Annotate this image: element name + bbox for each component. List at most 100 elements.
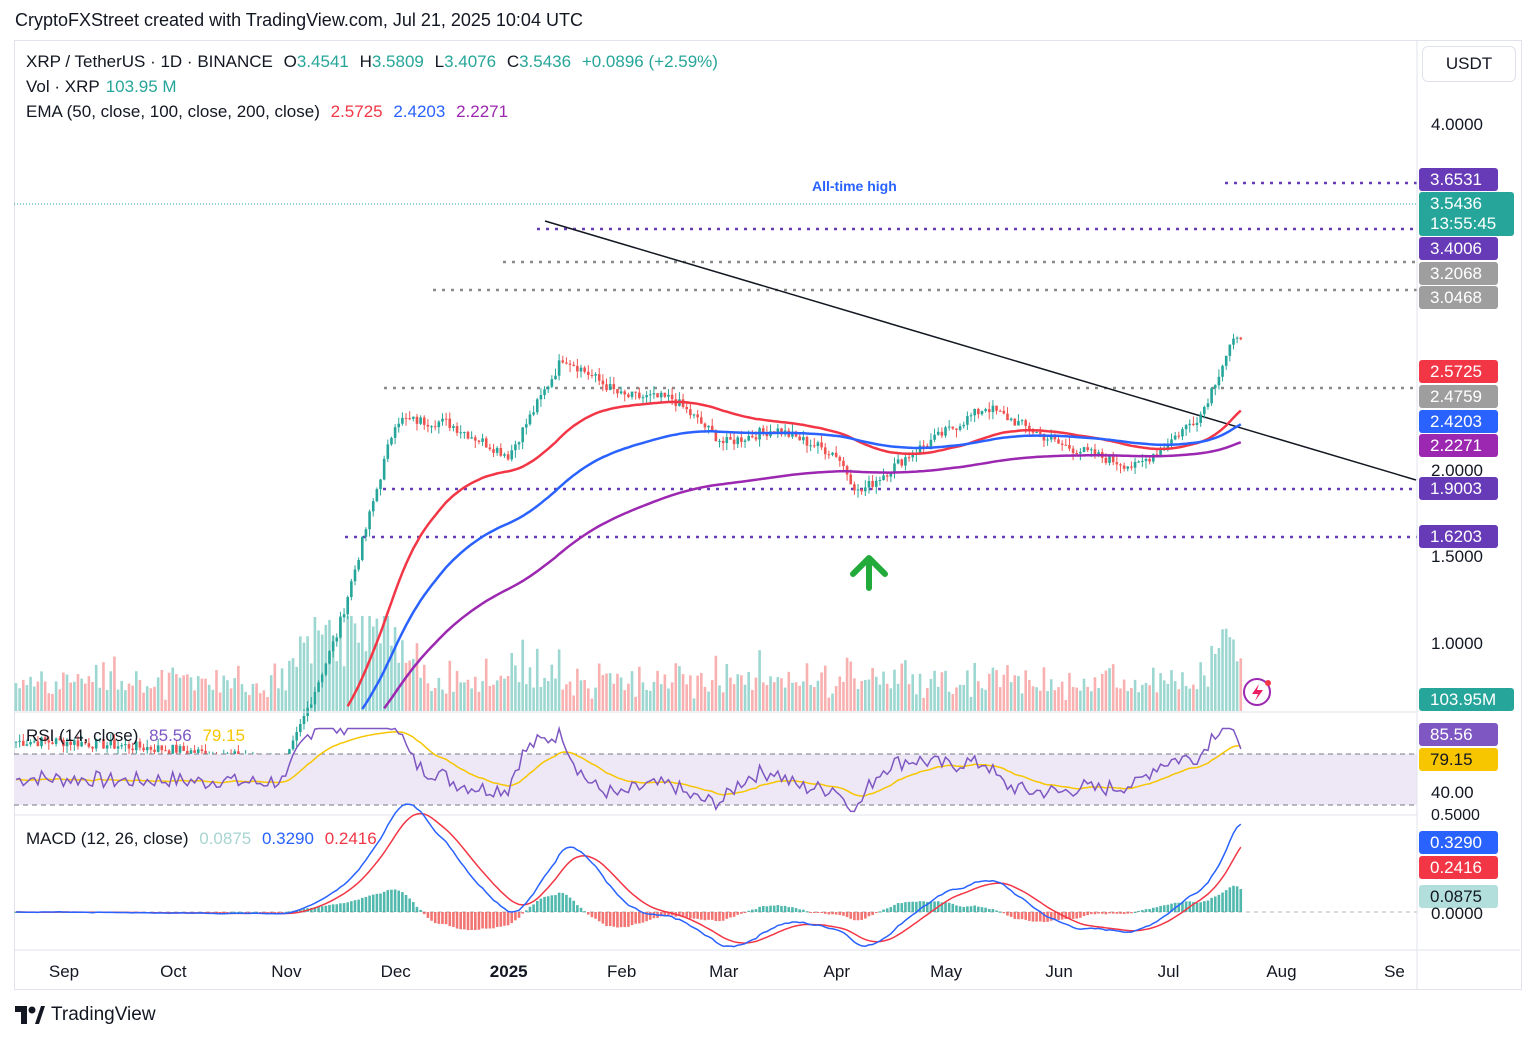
candle-body bbox=[1122, 465, 1126, 469]
candle-body bbox=[353, 569, 357, 582]
macd-hist-bar bbox=[772, 905, 776, 912]
macd-hist-bar bbox=[1064, 912, 1068, 919]
footer-brand[interactable]: TradingView bbox=[15, 1004, 156, 1026]
macd-hist-bar bbox=[353, 900, 357, 912]
macd-hist-bar bbox=[634, 912, 637, 924]
candle-body bbox=[1170, 439, 1173, 446]
volume-bar bbox=[565, 684, 568, 711]
macd-hist-bar bbox=[360, 897, 364, 912]
macd-hist-bar bbox=[1206, 900, 1210, 912]
macd-y-tick: 0.5000 bbox=[1431, 807, 1480, 824]
volume-bar bbox=[594, 687, 597, 711]
lightning-icon[interactable] bbox=[1243, 678, 1271, 706]
macd-hist-bar bbox=[834, 912, 838, 915]
candle-body bbox=[76, 740, 80, 747]
candle-body bbox=[670, 394, 674, 400]
candle-body bbox=[309, 704, 313, 708]
symbol-label[interactable]: XRP / TetherUS · 1D · BINANCE bbox=[26, 52, 273, 71]
candle-body bbox=[747, 435, 750, 441]
macd-hist-bar bbox=[889, 907, 893, 912]
price-tag: 3.4006 bbox=[1419, 237, 1498, 260]
candle-body bbox=[1035, 432, 1038, 434]
volume-bar bbox=[1239, 658, 1243, 711]
volume-bar bbox=[69, 682, 72, 711]
macd-hist-bar bbox=[1235, 886, 1239, 912]
macd-hist-bar bbox=[554, 895, 557, 912]
candle-body bbox=[528, 414, 532, 425]
macd-hist-bar bbox=[1177, 902, 1181, 912]
candle-body bbox=[554, 375, 557, 380]
macd-hist-bar bbox=[594, 912, 597, 919]
volume-bar bbox=[280, 668, 284, 711]
candle-body bbox=[1210, 388, 1213, 404]
candle-body bbox=[127, 744, 131, 749]
volume-bar bbox=[25, 685, 29, 711]
macd-hist-bar bbox=[689, 912, 692, 919]
candle-body bbox=[94, 739, 98, 749]
volume-bar bbox=[1192, 684, 1195, 711]
macd-hist-bar bbox=[1111, 912, 1115, 914]
volume-bar bbox=[791, 682, 794, 711]
macd-hist-bar bbox=[1151, 907, 1155, 912]
macd-hist-bar bbox=[255, 911, 258, 913]
volume-bar bbox=[663, 674, 667, 711]
macd-hist-bar bbox=[1020, 912, 1024, 920]
candle-body bbox=[1119, 464, 1122, 466]
volume-bar bbox=[608, 673, 612, 711]
macd-hist-bar bbox=[1228, 887, 1232, 912]
candle-body bbox=[761, 428, 765, 432]
volume-bar bbox=[233, 678, 237, 711]
volume-bar bbox=[404, 662, 408, 711]
candle-body bbox=[860, 489, 863, 492]
volume-bar bbox=[517, 682, 521, 711]
volume-bar bbox=[105, 690, 109, 711]
volume-bar bbox=[273, 663, 277, 711]
candle-body bbox=[375, 489, 379, 502]
macd-hist-bar bbox=[776, 905, 780, 912]
y-tick: 1.0000 bbox=[1431, 634, 1483, 653]
candle-body bbox=[1020, 420, 1024, 422]
macd-hist-bar bbox=[346, 902, 350, 912]
macd-hist-bar bbox=[448, 912, 452, 927]
candle-body bbox=[612, 384, 616, 390]
volume-bar bbox=[153, 686, 156, 711]
macd-hist-bar bbox=[357, 899, 360, 912]
candle-body bbox=[977, 408, 980, 415]
volume-bar bbox=[58, 689, 62, 711]
volume-bar bbox=[725, 663, 729, 711]
currency-button[interactable]: USDT bbox=[1422, 46, 1516, 82]
volume-bar bbox=[21, 679, 25, 711]
macd-hist-bar bbox=[838, 912, 842, 916]
volume-bar bbox=[765, 685, 769, 711]
candle-body bbox=[171, 744, 175, 754]
macd-hist-bar bbox=[484, 912, 488, 929]
price-tag: 3.2068 bbox=[1419, 262, 1498, 285]
price-tag: 3.0468 bbox=[1419, 286, 1498, 309]
candle-body bbox=[1195, 422, 1199, 425]
macd-hist-bar bbox=[586, 912, 590, 915]
candle-body bbox=[1079, 451, 1082, 454]
volume-bar bbox=[444, 693, 448, 711]
macd-hist-bar bbox=[882, 909, 885, 912]
high-value: 3.5809 bbox=[371, 52, 424, 71]
macd-hist-bar bbox=[765, 906, 769, 912]
volume-bar bbox=[849, 661, 853, 711]
volume-bar bbox=[951, 694, 955, 711]
candle-body bbox=[721, 440, 725, 444]
volume-bar bbox=[590, 698, 594, 711]
macd-hist-bar bbox=[452, 912, 455, 927]
macd-hist-bar bbox=[422, 912, 426, 915]
volume-bar bbox=[601, 674, 605, 711]
candle-body bbox=[339, 617, 342, 638]
candle-body bbox=[590, 374, 594, 376]
candle-body bbox=[754, 437, 758, 440]
macd-hist-bar bbox=[1195, 902, 1199, 912]
macd-hist-bar bbox=[430, 912, 433, 921]
volume-bar bbox=[171, 667, 175, 711]
candle-body bbox=[200, 749, 204, 751]
candle-body bbox=[175, 744, 178, 753]
volume-bar bbox=[138, 680, 142, 711]
volume-bar bbox=[678, 666, 681, 711]
candle-body bbox=[331, 641, 335, 652]
